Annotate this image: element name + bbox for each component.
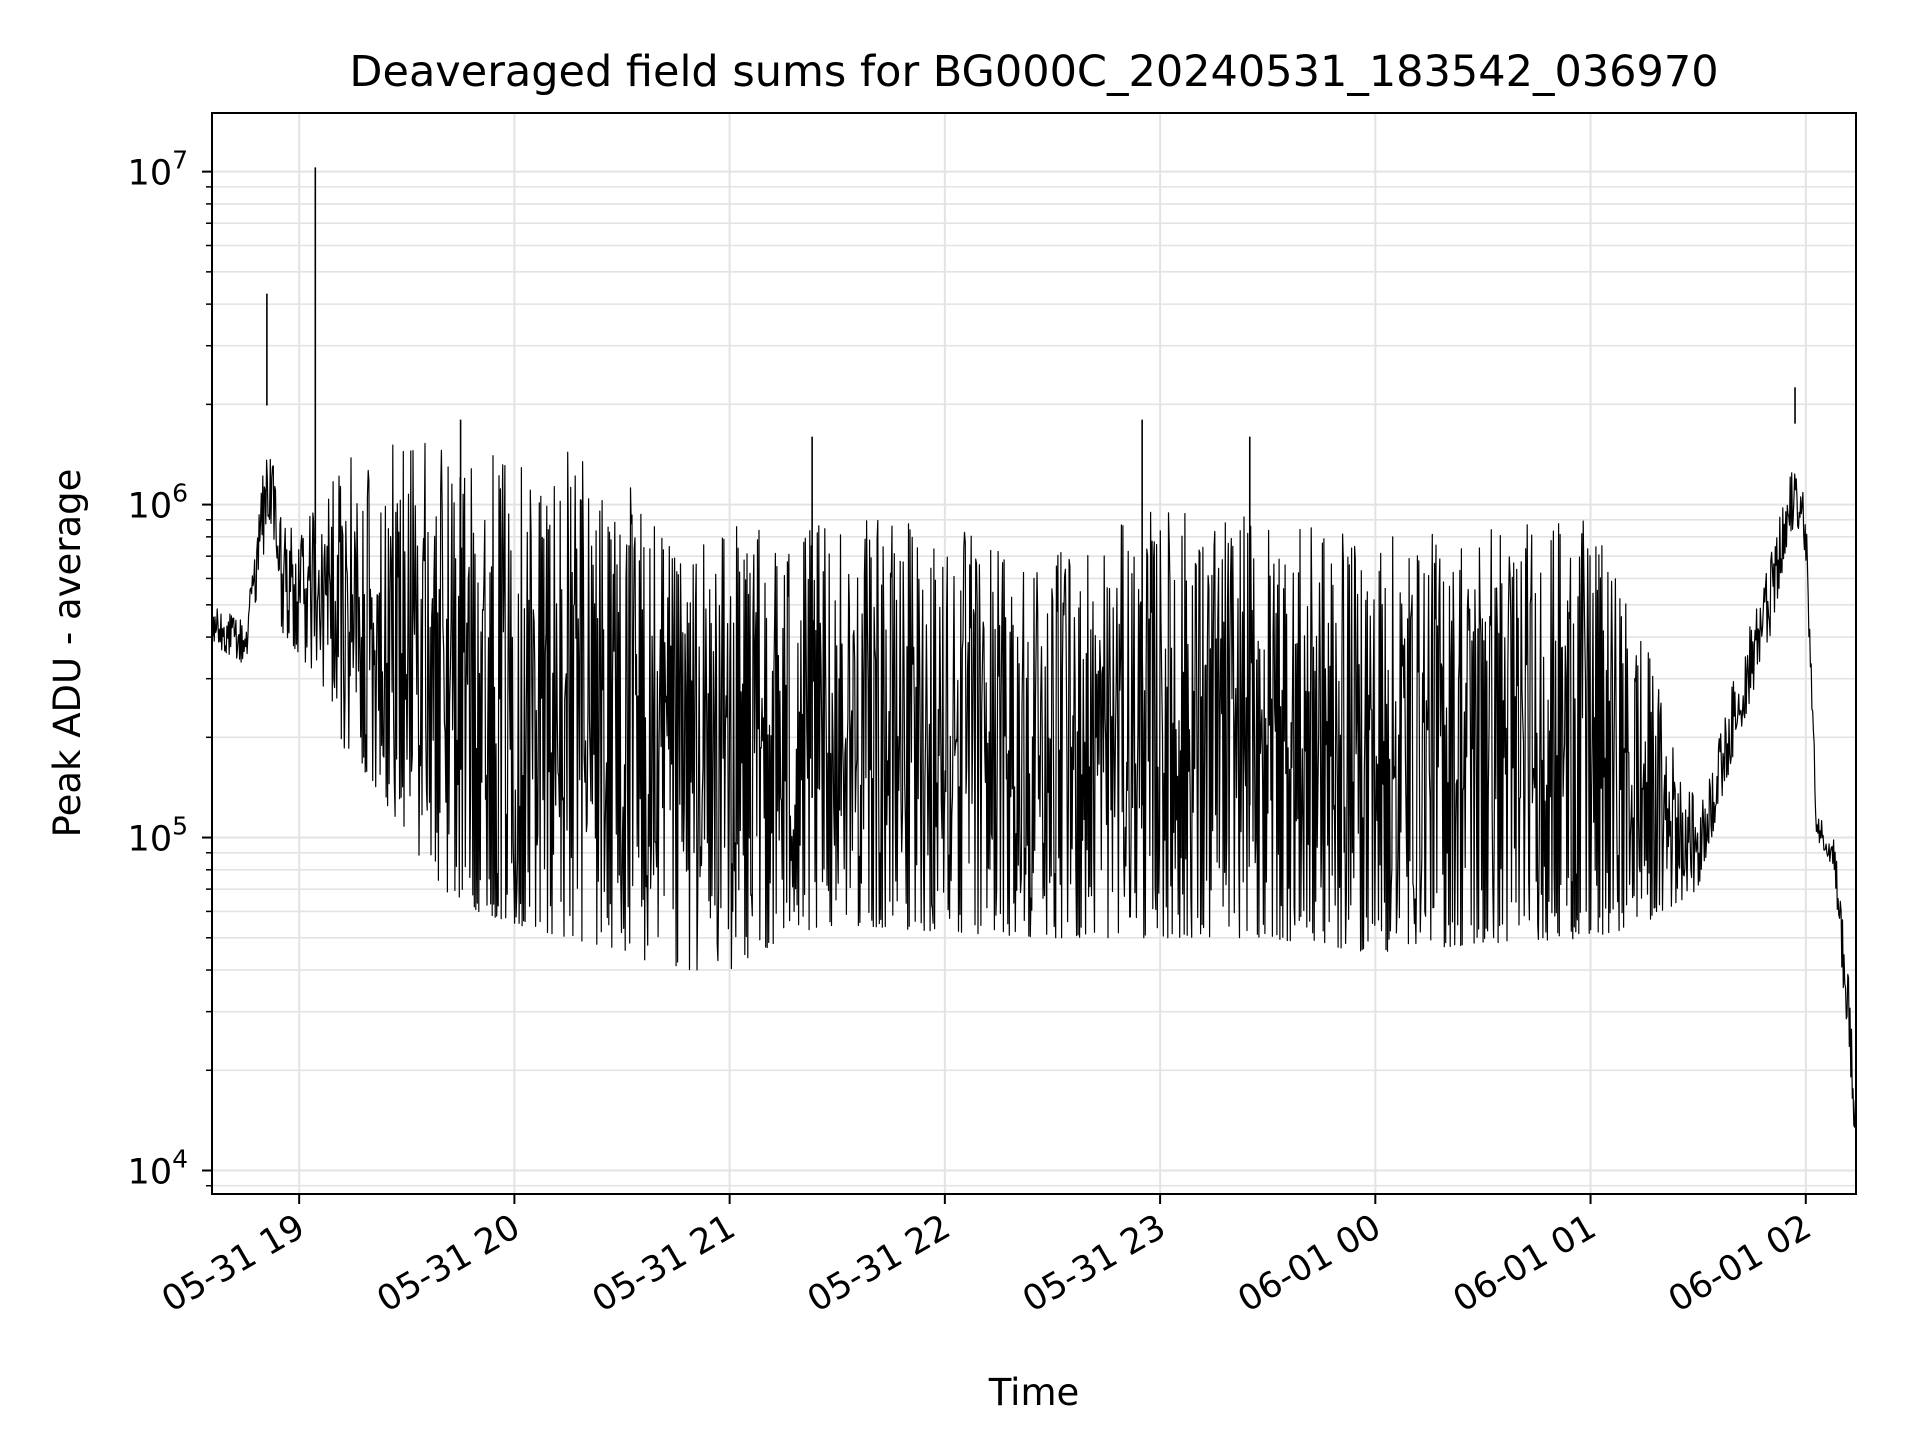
axes-frame [211,112,1857,1195]
x-axis-label: Time [988,1371,1080,1414]
y-tick-label: 104 [128,1144,188,1192]
chart-title: Deaveraged field sums for BG000C_2024053… [349,47,1718,97]
x-tick-label: 05-31 19 [155,1207,311,1320]
x-tick-label: 05-31 23 [1016,1207,1172,1320]
x-tick-label: 06-01 00 [1232,1207,1388,1320]
y-tick-label: 105 [128,812,188,860]
x-tick-label: 05-31 22 [801,1207,957,1320]
series-line [211,442,1857,1128]
y-axis-label: Peak ADU - average [46,469,89,838]
x-tick-label: 06-01 02 [1662,1207,1818,1320]
x-tick-label: 05-31 21 [586,1207,742,1320]
x-tick-label: 05-31 20 [371,1207,527,1320]
y-tick-label: 107 [128,146,188,194]
x-tick-label: 06-01 01 [1447,1207,1603,1320]
y-tick-layer: 104 105 106 107 [128,146,212,1192]
x-tick-layer: 05-31 19 05-31 20 05-31 21 05-31 22 05-31 23… [155,1194,1818,1320]
y-tick-label: 106 [128,479,188,527]
series-layer [211,167,1857,1128]
